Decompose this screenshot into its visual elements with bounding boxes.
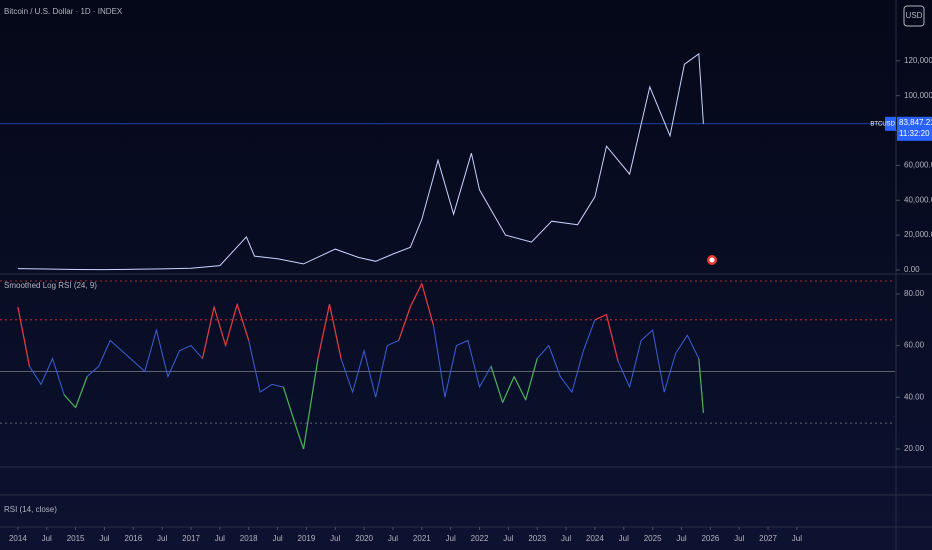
zone-segment bbox=[17, 306, 31, 367]
x-tick-label: 2015 bbox=[67, 534, 85, 543]
zone-segment bbox=[302, 358, 319, 450]
x-tick-label: Jul bbox=[619, 534, 629, 543]
y-tick-label: 20,000.00 bbox=[904, 230, 932, 239]
series-line bbox=[17, 52, 704, 271]
x-tick-label: Jul bbox=[272, 534, 282, 543]
zone-segment bbox=[398, 306, 411, 341]
zone-segment bbox=[225, 304, 238, 346]
y-tick-label: 60.00 bbox=[904, 341, 925, 350]
symbol-tag bbox=[885, 116, 896, 131]
zone-segment bbox=[502, 376, 515, 403]
zone-segment bbox=[75, 376, 88, 408]
currency-label[interactable]: USD bbox=[906, 11, 923, 20]
y-tick-label: 40,000.00 bbox=[904, 195, 932, 204]
x-tick-label: Jul bbox=[446, 534, 456, 543]
zone-segment bbox=[594, 314, 607, 321]
zone-segment bbox=[236, 304, 250, 341]
y-tick-label: 0.00 bbox=[904, 265, 920, 274]
x-tick-label: 2024 bbox=[586, 534, 604, 543]
x-tick-label: Jul bbox=[388, 534, 398, 543]
x-tick-label: 2018 bbox=[240, 534, 258, 543]
x-tick-label: 2014 bbox=[9, 534, 27, 543]
event-marker-dot bbox=[709, 257, 715, 263]
x-tick-label: 2025 bbox=[644, 534, 662, 543]
price-tag bbox=[897, 116, 932, 141]
x-tick-label: 2020 bbox=[355, 534, 373, 543]
x-tick-label: Jul bbox=[215, 534, 225, 543]
zone-segment bbox=[63, 394, 77, 409]
x-tick-label: Jul bbox=[330, 534, 340, 543]
zone-segment bbox=[213, 306, 227, 346]
y-tick-label: 40.00 bbox=[904, 392, 925, 401]
x-tick-label: 2016 bbox=[124, 534, 142, 543]
symbol-tag-label: BTCUSD bbox=[870, 121, 895, 127]
x-tick-label: 2017 bbox=[182, 534, 200, 543]
x-tick-label: Jul bbox=[157, 534, 167, 543]
y-tick-label: 120,000.00 bbox=[904, 56, 932, 65]
x-tick-label: Jul bbox=[676, 534, 686, 543]
x-tick-label: Jul bbox=[99, 534, 109, 543]
zone-segment bbox=[421, 283, 434, 326]
x-tick-label: 2027 bbox=[759, 534, 777, 543]
indicator-title: RSI (14, close) bbox=[4, 505, 57, 514]
price-tag-label: 83,847.21 bbox=[899, 118, 932, 127]
zone-segment bbox=[525, 358, 538, 401]
zone-segment bbox=[201, 306, 215, 359]
y-tick-label: 20.00 bbox=[904, 444, 925, 453]
zone-segment bbox=[698, 358, 705, 413]
zone-segment bbox=[282, 386, 296, 424]
indicator-title: Smoothed Log RSI (24, 9) bbox=[4, 281, 97, 290]
x-tick-label: 2023 bbox=[528, 534, 546, 543]
zone-segment bbox=[605, 314, 619, 362]
y-tick-label: 80.00 bbox=[904, 289, 925, 298]
x-tick-label: Jul bbox=[42, 534, 52, 543]
zone-segment bbox=[328, 304, 342, 359]
zone-segment bbox=[317, 304, 331, 359]
x-tick-label: Jul bbox=[561, 534, 571, 543]
x-tick-label: Jul bbox=[734, 534, 744, 543]
y-tick-label: 60,000.00 bbox=[904, 161, 932, 170]
currency-button[interactable] bbox=[903, 5, 925, 27]
x-tick-label: 2026 bbox=[701, 534, 719, 543]
x-tick-label: Jul bbox=[503, 534, 513, 543]
y-tick-label: 100,000.00 bbox=[904, 91, 932, 100]
countdown-label: 11:32:20 bbox=[899, 129, 930, 138]
x-tick-label: 2019 bbox=[298, 534, 316, 543]
x-tick-label: 2021 bbox=[413, 534, 431, 543]
series-line bbox=[17, 282, 704, 450]
zone-segment bbox=[409, 283, 423, 308]
x-tick-label: Jul bbox=[792, 534, 802, 543]
zone-segment bbox=[294, 422, 305, 450]
zone-segment bbox=[490, 366, 504, 403]
symbol-title: Bitcoin / U.S. Dollar · 1D · INDEX bbox=[4, 7, 123, 16]
x-tick-label: 2022 bbox=[471, 534, 489, 543]
zone-segment bbox=[513, 376, 527, 401]
